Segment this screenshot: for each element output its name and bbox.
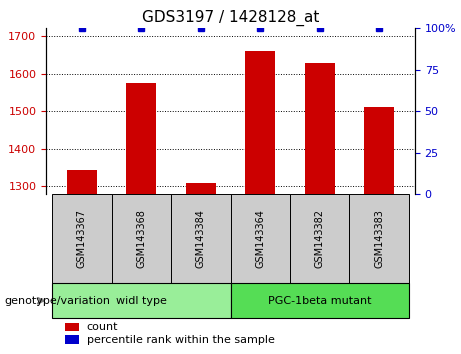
Text: GSM143368: GSM143368 [136, 209, 146, 268]
Text: GSM143364: GSM143364 [255, 209, 265, 268]
Text: GSM143384: GSM143384 [196, 209, 206, 268]
Text: genotype/variation: genotype/variation [5, 296, 111, 306]
Bar [290, 194, 349, 283]
Text: GSM143382: GSM143382 [315, 209, 325, 268]
Text: widl type: widl type [116, 296, 167, 306]
Bar [349, 194, 409, 283]
Text: count: count [87, 322, 118, 332]
Bar [305, 63, 335, 354]
Title: GDS3197 / 1428128_at: GDS3197 / 1428128_at [142, 9, 319, 25]
Text: percentile rank within the sample: percentile rank within the sample [87, 335, 275, 345]
Bar [230, 194, 290, 283]
Bar [186, 183, 216, 354]
Bar [171, 194, 230, 283]
Bar [364, 107, 394, 354]
Bar [245, 51, 275, 354]
Bar [112, 194, 171, 283]
Bar [52, 194, 112, 283]
Bar [65, 322, 79, 331]
Bar [230, 283, 409, 318]
Text: PGC-1beta mutant: PGC-1beta mutant [268, 296, 372, 306]
Bar [67, 170, 97, 354]
Bar [52, 283, 230, 318]
Text: GSM143367: GSM143367 [77, 209, 87, 268]
Bar [126, 83, 156, 354]
Bar [65, 336, 79, 344]
Text: GSM143383: GSM143383 [374, 209, 384, 268]
